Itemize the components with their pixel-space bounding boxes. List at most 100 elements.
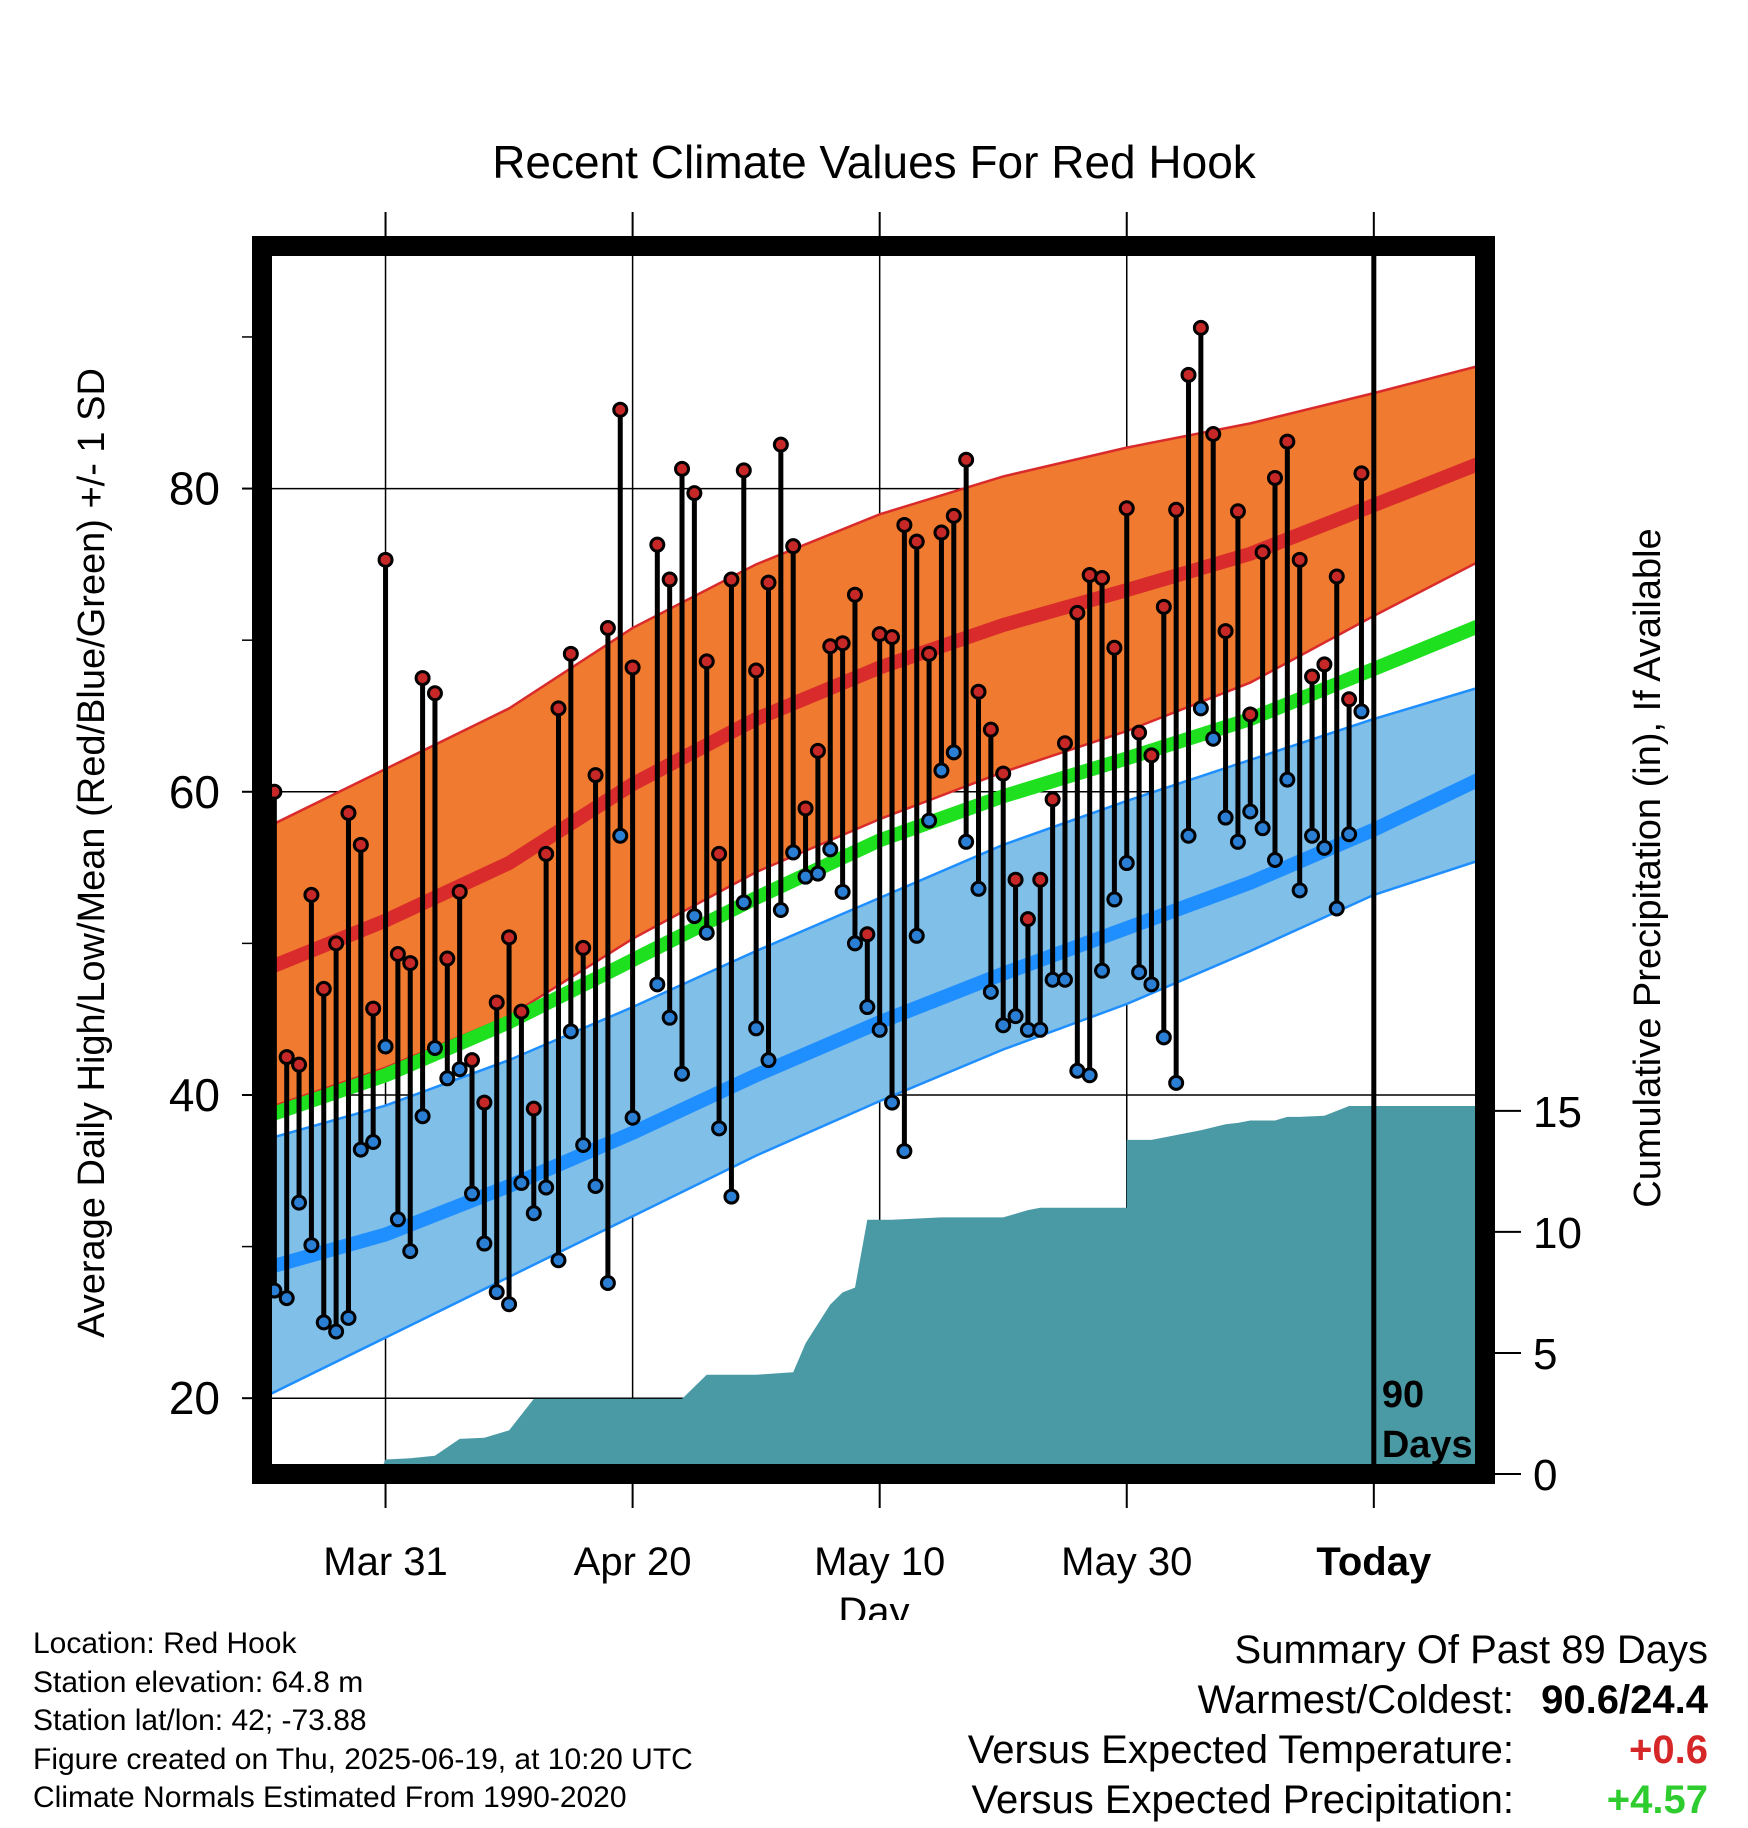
daily-low-point [995,1017,1012,1034]
y-axis-label: Average Daily High/Low/Mean (Red/Blue/Gr… [71,368,113,1338]
daily-low-point [945,744,962,761]
daily-high-point [896,516,913,533]
daily-low-point [1254,820,1271,837]
daily-low-point [501,1296,518,1313]
precip-anomaly-label: Versus Expected Precipitation: [971,1778,1514,1822]
daily-high-point [513,1003,530,1020]
daily-low-point [809,865,826,882]
daily-low-point [1205,730,1222,747]
y2-axis-label: Cumulative Precipitation (in), If Availa… [1627,528,1669,1207]
plot-area: 90 Days 20 40 60 80 0 5 10 15 Mar 31 Apr 20 May 10 Ma… [169,212,1582,1584]
warmest-coldest-label: Warmest/Coldest: [1197,1678,1514,1722]
daily-high-point [933,524,950,541]
daily-low-point [291,1194,308,1211]
daily-high-point [698,653,715,670]
daily-high-point [1168,501,1185,518]
daily-low-point [1007,1008,1024,1025]
daily-high-point [1279,433,1296,450]
daily-low-point [772,902,789,919]
daily-low-point [1118,855,1135,872]
daily-high-point [352,836,369,853]
location-text: Location: Red Hook [33,1627,297,1660]
daily-high-point [1155,598,1172,615]
x-axis-label: Day [838,1590,909,1620]
daily-low-point [1217,809,1234,826]
temp-anomaly-value: +0.6 [1629,1728,1708,1772]
summary-panel: Summary Of Past 89 Days Warmest/Coldest:… [968,1625,1708,1825]
temp-anomaly-row: Versus Expected Temperature: +0.6 [968,1725,1708,1775]
daily-low-point [1056,971,1073,988]
y-tick-label: 60 [169,766,220,818]
daily-low-point [352,1141,369,1158]
daily-low-point [1155,1029,1172,1046]
daily-low-point [439,1070,456,1087]
daily-high-point [674,460,691,477]
daily-low-point [1229,833,1246,850]
warmest-coldest-row: Warmest/Coldest: 90.6/24.4 [968,1675,1708,1725]
daily-high-point [1094,570,1111,587]
daily-low-point [711,1120,728,1137]
daily-high-point [834,635,851,652]
daily-high-point [661,571,678,588]
climate-chart: Recent Climate Values For Red Hook 90 Day… [71,136,1669,1620]
daily-low-point [1192,700,1209,717]
daily-high-point [884,629,901,646]
daily-low-point [884,1094,901,1111]
daily-high-point [785,538,802,555]
daily-low-point [1032,1021,1049,1038]
daily-low-point [933,762,950,779]
y-tick-label: 80 [169,463,220,515]
daily-low-point [587,1177,604,1194]
x-tick-label: Today [1316,1540,1432,1584]
daily-high-point [1291,551,1308,568]
elevation-text: Station elevation: 64.8 m [33,1665,364,1699]
daily-high-point [389,945,406,962]
daily-low-point [822,841,839,858]
daily-low-point [896,1143,913,1160]
y2-tick-label: 5 [1533,1330,1557,1379]
daily-high-point [1032,871,1049,888]
daily-high-point [1229,503,1246,520]
daily-low-point [859,999,876,1016]
daily-low-point [1266,852,1283,868]
daily-low-point [1180,827,1197,844]
daily-high-point [1180,366,1197,383]
x-tick-label: May 30 [1061,1540,1192,1584]
daily-high-point [538,845,555,862]
daily-high-point [958,451,975,468]
daily-low-point [451,1061,468,1078]
daily-high-point [1106,639,1123,656]
daily-high-point [859,926,876,943]
daily-low-point [1328,900,1345,917]
precip-anomaly-row: Versus Expected Precipitation: +4.57 [968,1775,1708,1825]
daily-high-point [278,1049,295,1066]
daily-high-point [760,574,777,591]
daily-low-point [488,1284,505,1301]
daily-high-point [1217,623,1234,640]
daily-low-point [686,908,703,925]
daily-high-point [1304,668,1321,685]
daily-high-point [748,662,765,679]
today-marker-label: Days [1382,1424,1473,1466]
daily-high-point [575,939,592,956]
daily-low-point [550,1252,567,1269]
daily-low-point [575,1137,592,1154]
daily-low-point [1304,827,1321,844]
daily-low-point [315,1314,332,1331]
daily-high-point [1143,747,1160,764]
chart-title: Recent Climate Values For Red Hook [492,136,1257,188]
daily-low-point [1353,703,1370,720]
daily-high-point [1118,500,1135,517]
daily-high-point [624,659,641,676]
daily-high-point [1353,465,1370,482]
daily-high-point [1192,319,1209,336]
plot-frame [252,236,1495,1484]
daily-low-point [340,1309,357,1326]
daily-low-point [661,1009,678,1026]
daily-low-point [982,983,999,1000]
daily-low-point [476,1235,493,1252]
daily-low-point [834,883,851,900]
daily-high-point [476,1094,493,1111]
daily-high-point [501,929,518,946]
created-text: Figure created on Thu, 2025-06-19, at 10… [33,1742,693,1776]
